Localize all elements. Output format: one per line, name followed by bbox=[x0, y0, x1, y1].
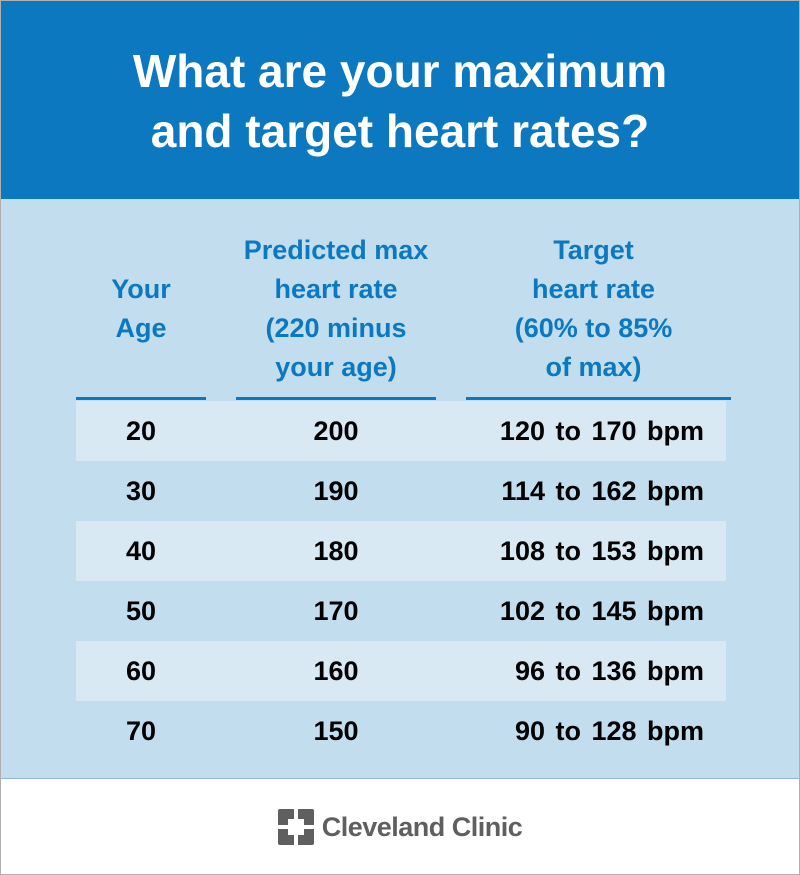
table-row: 70 150 90 to 128 bpm bbox=[76, 701, 726, 761]
table-row: 30 190 114 to 162 bpm bbox=[76, 461, 726, 521]
title-line: What are your maximum bbox=[132, 45, 668, 97]
header-divider bbox=[76, 397, 206, 400]
max-heart-rate-cell: 190 bbox=[313, 476, 359, 506]
cleveland-clinic-logo-icon bbox=[277, 809, 314, 845]
max-heart-rate-cell: 200 bbox=[313, 416, 359, 446]
age-cell: 70 bbox=[125, 716, 157, 746]
header-line: Age bbox=[115, 313, 167, 343]
logo-text: Cleveland Clinic bbox=[321, 811, 523, 842]
column-header-target-heart-rate: Target heart rate (60% to 85% of max) bbox=[481, 229, 706, 389]
header-line: of max) bbox=[545, 352, 642, 382]
header-divider bbox=[236, 397, 436, 400]
target-heart-rate-cell: 102 to 145 bpm bbox=[499, 596, 704, 626]
target-heart-rate-cell: 96 to 136 bpm bbox=[514, 656, 704, 686]
table-area: Your Age Predicted max heart rate (220 m… bbox=[1, 199, 799, 779]
max-heart-rate-cell: 160 bbox=[313, 656, 359, 686]
header-line: your age) bbox=[275, 352, 397, 382]
target-heart-rate-cell: 120 to 170 bpm bbox=[499, 416, 704, 446]
header-line: Your bbox=[111, 274, 171, 304]
age-cell: 50 bbox=[125, 596, 157, 626]
age-cell: 30 bbox=[125, 476, 157, 506]
column-header-age: Your Age bbox=[76, 229, 206, 389]
title-line: and target heart rates? bbox=[150, 105, 650, 157]
table-row: 50 170 102 to 145 bpm bbox=[76, 581, 726, 641]
max-heart-rate-cell: 150 bbox=[313, 716, 359, 746]
target-heart-rate-cell: 90 to 128 bpm bbox=[514, 716, 704, 746]
header-divider bbox=[466, 397, 731, 400]
age-cell: 40 bbox=[125, 536, 157, 566]
title-banner: What are your maximum and target heart r… bbox=[1, 1, 799, 199]
header-line: (220 minus bbox=[265, 313, 407, 343]
header-line: Predicted max bbox=[243, 235, 429, 265]
age-cell: 20 bbox=[125, 416, 157, 446]
table-row: 20 200 120 to 170 bpm bbox=[76, 401, 726, 461]
max-heart-rate-cell: 170 bbox=[313, 596, 359, 626]
header-line: heart rate bbox=[531, 274, 656, 304]
age-cell: 60 bbox=[125, 656, 157, 686]
table-row: 60 160 96 to 136 bpm bbox=[76, 641, 726, 701]
max-heart-rate-cell: 180 bbox=[313, 536, 359, 566]
column-header-max-heart-rate: Predicted max heart rate (220 minus your… bbox=[226, 229, 446, 389]
header-line: (60% to 85% bbox=[514, 313, 673, 343]
header-line: Target bbox=[553, 235, 634, 265]
header-line: heart rate bbox=[274, 274, 398, 304]
target-heart-rate-cell: 108 to 153 bpm bbox=[499, 536, 704, 566]
table-row: 40 180 108 to 153 bpm bbox=[76, 521, 726, 581]
footer: Cleveland Clinic bbox=[1, 780, 799, 874]
target-heart-rate-cell: 114 to 162 bpm bbox=[501, 476, 704, 506]
